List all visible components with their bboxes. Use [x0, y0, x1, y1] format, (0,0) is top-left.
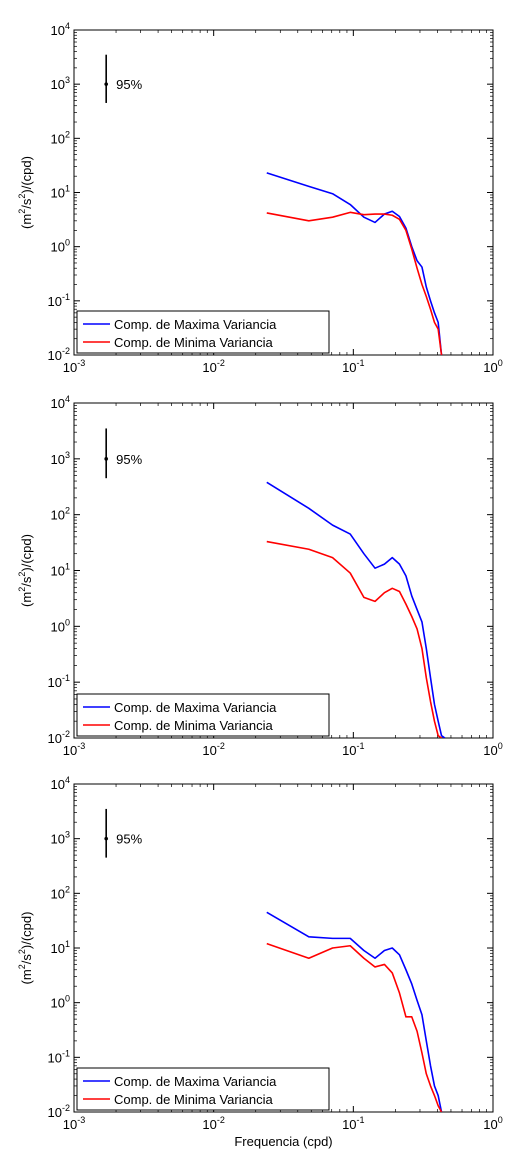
confidence-label: 95% — [116, 452, 142, 467]
y-tick-label: 100 — [51, 238, 70, 255]
x-tick-label: 100 — [483, 741, 502, 758]
y-tick-label: 103 — [51, 450, 70, 467]
legend: Comp. de Maxima Variancia Comp. de Minima… — [76, 310, 330, 354]
legend-box — [76, 310, 330, 354]
y-tick-label: 10-1 — [48, 673, 70, 690]
chart-panel-2: 10-3 10-2 10-1 10010-210-1100101102103104(m… — [17, 394, 503, 758]
legend-label-maxima: Comp. de Maxima Variancia — [114, 317, 277, 332]
x-axis-label: Frequencia (cpd) — [234, 1134, 332, 1149]
y-tick-label: 10-2 — [48, 1103, 70, 1120]
y-tick-label: 103 — [51, 830, 70, 847]
series-group — [266, 172, 443, 355]
y-axis-label: (m2/s2)/(cpd) — [17, 912, 34, 985]
y-tick-label: 101 — [51, 184, 70, 201]
y-axis-label: (m2/s2)/(cpd) — [17, 534, 34, 607]
x-tick-label: 10-2 — [202, 741, 224, 758]
legend-box — [76, 1067, 330, 1111]
legend-label-minima: Comp. de Minima Variancia — [114, 1092, 273, 1107]
y-tick-label: 100 — [51, 994, 70, 1011]
series-line-maxima — [266, 172, 443, 355]
legend: Comp. de Maxima Variancia Comp. de Minima… — [76, 1067, 330, 1111]
y-tick-label: 10-2 — [48, 729, 70, 746]
series-line-maxima — [266, 911, 443, 1112]
y-tick-label: 103 — [51, 75, 70, 92]
y-tick-label: 102 — [51, 884, 70, 901]
legend: Comp. de Maxima Variancia Comp. de Minima… — [76, 693, 330, 737]
y-tick-label: 10-1 — [48, 292, 70, 309]
y-tick-label: 102 — [51, 506, 70, 523]
confidence-bar-center — [104, 82, 108, 86]
x-tick-label: 10-1 — [342, 1115, 364, 1132]
legend-label-minima: Comp. de Minima Variancia — [114, 718, 273, 733]
x-tick-label: 10-1 — [342, 358, 364, 375]
y-tick-label: 104 — [51, 21, 70, 38]
y-tick-label: 104 — [51, 775, 70, 792]
minor-ticks — [74, 403, 493, 738]
chart-panel-1: 10-3 10-2 10-1 10010-210-1100101102103104(m… — [17, 21, 503, 375]
series-line-maxima — [266, 481, 446, 738]
x-tick-label: 10-3 — [63, 1115, 85, 1132]
confidence-bar-center — [104, 457, 108, 461]
chart-panel-3: 10-3 10-2 10-1 10010-210-1100101102103104(m… — [17, 775, 503, 1149]
series-group — [266, 481, 446, 738]
legend-label-maxima: Comp. de Maxima Variancia — [114, 1074, 277, 1089]
legend-label-maxima: Comp. de Maxima Variancia — [114, 700, 277, 715]
y-tick-label: 101 — [51, 939, 70, 956]
confidence-label: 95% — [116, 832, 142, 847]
y-axis-label: (m2/s2)/(cpd) — [17, 156, 34, 229]
y-tick-label: 101 — [51, 562, 70, 579]
confidence-label: 95% — [116, 77, 142, 92]
y-tick-label: 102 — [51, 129, 70, 146]
series-line-minima — [266, 540, 442, 738]
confidence-bar-center — [104, 836, 108, 841]
x-tick-label: 10-1 — [342, 741, 364, 758]
y-tick-label: 100 — [51, 617, 70, 634]
x-tick-label: 100 — [483, 358, 502, 375]
x-tick-label: 10-3 — [63, 741, 85, 758]
series-line-minima — [266, 211, 443, 355]
legend-label-minima: Comp. de Minima Variancia — [114, 335, 273, 350]
x-tick-label: 100 — [483, 1115, 502, 1132]
minor-ticks — [74, 30, 493, 355]
y-tick-label: 10-2 — [48, 346, 70, 363]
y-tick-label: 10-1 — [48, 1048, 70, 1065]
x-tick-label: 10-2 — [202, 1115, 224, 1132]
legend-box — [76, 693, 330, 737]
series-group — [266, 911, 443, 1112]
series-line-minima — [266, 942, 443, 1112]
x-tick-label: 10-3 — [63, 358, 85, 375]
x-tick-label: 10-2 — [202, 358, 224, 375]
y-tick-label: 104 — [51, 394, 70, 411]
